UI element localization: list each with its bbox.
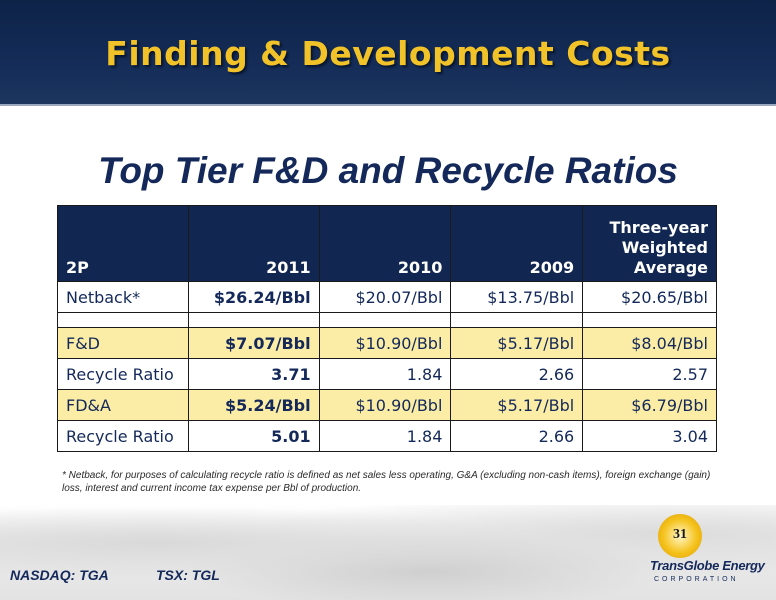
row-label: Netback*: [57, 281, 189, 313]
table-row: Netback* $26.24/Bbl $20.07/Bbl $13.75/Bb…: [57, 281, 717, 313]
cell-average: $8.04/Bbl: [582, 327, 717, 359]
cell-average: 3.04: [582, 420, 717, 452]
cell-average: $20.65/Bbl: [582, 281, 717, 313]
cell-average: 2.57: [582, 358, 717, 390]
empty-cell: [187, 312, 320, 328]
cell-2009: $5.17/Bbl: [450, 327, 584, 359]
row-label: F&D: [57, 327, 189, 359]
cell-2011: $7.07/Bbl: [187, 327, 320, 359]
table-row: F&D $7.07/Bbl $10.90/Bbl $5.17/Bbl $8.04…: [57, 327, 717, 359]
table-spacer-row: [57, 312, 717, 328]
header-2010: 2010: [318, 205, 452, 282]
cell-2009: $13.75/Bbl: [450, 281, 584, 313]
fd-costs-table: 2P 2011 2010 2009 Three-year Weighted Av…: [57, 205, 717, 452]
nasdaq-ticker: NASDAQ: TGA: [10, 567, 109, 583]
cell-2009: 2.66: [450, 358, 584, 390]
header-2p: 2P: [57, 205, 189, 282]
cell-2011: $5.24/Bbl: [187, 389, 320, 421]
cell-2010: 1.84: [318, 358, 452, 390]
cell-2010: $10.90/Bbl: [318, 327, 452, 359]
table-row: FD&A $5.24/Bbl $10.90/Bbl $5.17/Bbl $6.7…: [57, 389, 717, 421]
table-row: Recycle Ratio 3.71 1.84 2.66 2.57: [57, 358, 717, 390]
cell-2010: $10.90/Bbl: [318, 389, 452, 421]
header-2011: 2011: [187, 205, 320, 282]
sun-logo-icon: [658, 514, 702, 558]
company-subtitle: CORPORATION: [654, 576, 739, 583]
row-label: Recycle Ratio: [57, 358, 189, 390]
slide-subtitle: Top Tier F&D and Recycle Ratios: [98, 150, 678, 191]
row-label: Recycle Ratio: [57, 420, 189, 452]
cell-2009: $5.17/Bbl: [450, 389, 584, 421]
table-header-row: 2P 2011 2010 2009 Three-year Weighted Av…: [57, 205, 717, 282]
empty-cell: [318, 312, 452, 328]
cell-2010: 1.84: [318, 420, 452, 452]
empty-cell: [450, 312, 584, 328]
cell-2011: 3.71: [187, 358, 320, 390]
sand-background: [0, 505, 776, 600]
table-row: Recycle Ratio 5.01 1.84 2.66 3.04: [57, 420, 717, 452]
slide-title: Finding & Development Costs: [105, 34, 671, 73]
header-three-year-average: Three-year Weighted Average: [582, 205, 717, 282]
empty-cell: [582, 312, 717, 328]
empty-cell: [57, 312, 189, 328]
cell-2011: $26.24/Bbl: [187, 281, 320, 313]
transglobe-logo: 31 TransGlobe Energy CORPORATION: [648, 512, 768, 598]
tsx-ticker: TSX: TGL: [156, 567, 220, 583]
cell-2009: 2.66: [450, 420, 584, 452]
header-2009: 2009: [450, 205, 584, 282]
cell-average: $6.79/Bbl: [582, 389, 717, 421]
title-banner: Finding & Development Costs: [0, 0, 776, 106]
cell-2011: 5.01: [187, 420, 320, 452]
company-name: TransGlobe Energy: [650, 558, 765, 573]
page-number: 31: [673, 527, 687, 542]
row-label: FD&A: [57, 389, 189, 421]
netback-footnote: * Netback, for purposes of calculating r…: [62, 470, 711, 494]
cell-2010: $20.07/Bbl: [318, 281, 452, 313]
